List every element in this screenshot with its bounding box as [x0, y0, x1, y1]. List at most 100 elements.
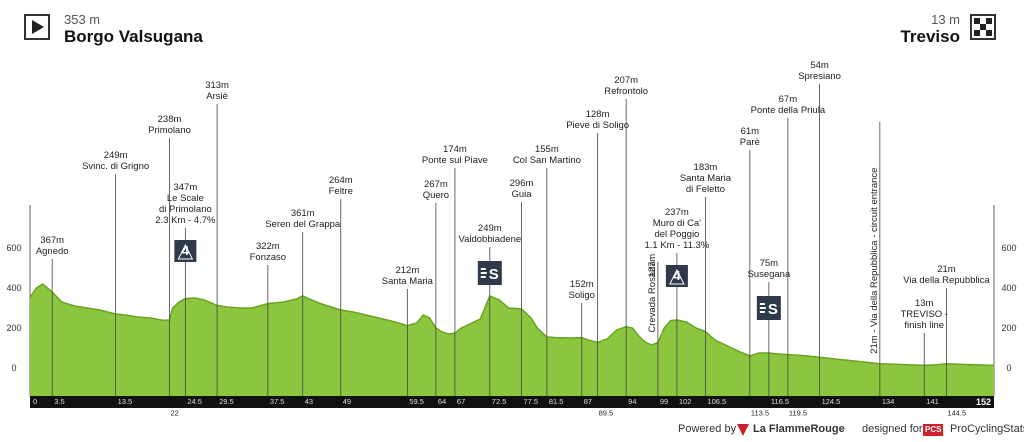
- waypoint-altitude: 13m: [915, 298, 934, 309]
- climb-category-number: 4: [673, 268, 681, 283]
- profile-area: [30, 284, 994, 396]
- km-highlight-box: [945, 408, 972, 417]
- play-icon: [24, 14, 50, 40]
- waypoint-altitude: 67m: [779, 94, 798, 105]
- finish-altitude: 13 m: [931, 12, 960, 27]
- km-highlight-label: 113.5: [751, 409, 769, 418]
- km-marker-label: 59.5: [409, 397, 424, 406]
- km-marker-label: 99: [660, 397, 668, 406]
- waypoint-name: 1.1 Km - 11.3%: [645, 240, 710, 251]
- elevation-profile-chart: 0 0 200 200 400 400 600 600 0 152 3.5 13.5 24.5 29.5 3…: [6, 60, 1016, 418]
- km-highlight-box: [748, 408, 775, 417]
- finish-name: Treviso: [900, 27, 960, 46]
- waypoint-name: Feltre: [329, 186, 353, 197]
- y-tick-label-left: 0: [11, 363, 16, 373]
- waypoint-altitude: 155m: [535, 144, 559, 155]
- waypoint-name: finish line: [904, 320, 944, 331]
- waypoint-name: Muro di Ca': [653, 218, 701, 229]
- waypoint-name: Valdobbiadene: [458, 234, 521, 245]
- waypoint-altitude: 183m: [694, 162, 718, 173]
- mountain-icon: [177, 243, 194, 260]
- km-marker-label: 124.5: [822, 397, 841, 406]
- waypoint-name: Guia: [511, 189, 532, 200]
- pcs-logo-text: PCS: [925, 425, 942, 434]
- waypoint-altitude: 313m: [205, 80, 229, 91]
- km-marker-label: 106.5: [707, 397, 726, 406]
- km-marker-label: 29.5: [219, 397, 234, 406]
- waypoint-altitude: 54m: [810, 60, 829, 71]
- km-highlight-box: [168, 408, 182, 417]
- waypoint-name: Refrontolo: [604, 86, 648, 97]
- waypoint-altitude: 61m: [741, 126, 760, 137]
- waypoint-altitude: 212m: [395, 265, 419, 276]
- waypoint-name: Le Scale: [167, 193, 204, 204]
- flamme-rouge-logo-icon: [736, 423, 750, 442]
- waypoint-name: 2.3 Km - 4.7%: [155, 215, 216, 226]
- procyclingstats-brand: ProCyclingStats: [950, 423, 1024, 435]
- km-marker-label: 81.5: [549, 397, 564, 406]
- waypoint-altitude: 249m: [478, 223, 502, 234]
- waypoint-name: Col San Martino: [513, 155, 581, 166]
- waypoint-name: Via della Repubblica: [903, 275, 990, 286]
- km-highlight-label: 144.5: [947, 409, 966, 418]
- km-marker-label: 77.5: [524, 397, 539, 406]
- km-marker-label: 13.5: [118, 397, 133, 406]
- pcs-logo-icon: PCS: [923, 424, 944, 436]
- waypoint-name: Ponte della Priula: [751, 105, 826, 116]
- waypoint-name: del Poggio: [654, 229, 699, 240]
- waypoint-name: Parè: [740, 137, 760, 148]
- waypoint-name: Spresiano: [798, 71, 841, 82]
- y-tick-label-right: 600: [1001, 243, 1016, 253]
- waypoint-altitude: 127m: [647, 254, 658, 278]
- waypoint-altitude: 207m: [614, 75, 638, 86]
- waypoint-altitude: 128m: [586, 109, 610, 120]
- waypoint-name: di Primolano: [159, 204, 212, 215]
- powered-by-label: Powered by: [678, 423, 737, 435]
- sprint-icon-letter: S: [768, 301, 778, 318]
- waypoint-name: Quero: [423, 190, 449, 201]
- waypoint-altitude: 75m: [760, 258, 779, 269]
- waypoint-name: Seren del Grappa: [265, 219, 341, 230]
- waypoint-name: Santa Maria: [382, 276, 434, 287]
- waypoint-vertical-label: 21m - Via della Repubblica - circuit ent…: [869, 168, 880, 354]
- mountain-icon: [669, 268, 685, 285]
- profile-line: [29, 283, 995, 367]
- waypoint-name: TREVISO -: [900, 309, 948, 320]
- waypoint-altitude: 238m: [158, 114, 182, 125]
- waypoint-altitude: 237m: [665, 207, 689, 218]
- waypoint-name: Primolano: [148, 125, 191, 136]
- km-marker-label: 72.5: [492, 397, 507, 406]
- y-tick-label-left: 200: [6, 323, 21, 333]
- checkered-flag-icon: [970, 14, 996, 40]
- waypoint-name: Santa Maria: [680, 173, 732, 184]
- distance-start-label: 0: [33, 397, 37, 406]
- designed-for-label: designed for: [862, 423, 923, 435]
- waypoint-name: di Feletto: [686, 184, 725, 195]
- km-marker-label: 3.5: [54, 397, 64, 406]
- km-marker-label: 94: [628, 397, 636, 406]
- start-name: Borgo Valsugana: [64, 27, 203, 46]
- sprint-icon-letter: S: [489, 266, 499, 283]
- waypoint-name: Arsiè: [206, 91, 228, 102]
- km-marker-label: 87: [584, 397, 592, 406]
- km-marker-label: 43: [305, 397, 313, 406]
- km-highlight-label: 22: [171, 409, 179, 418]
- waypoint-altitude: 152m: [570, 279, 594, 290]
- km-marker-label: 141: [926, 397, 939, 406]
- waypoint-altitude: 174m: [443, 144, 467, 155]
- distance-bar: [30, 396, 994, 408]
- waypoint-altitude: 21m: [937, 264, 956, 275]
- y-tick-label-right: 0: [1006, 363, 1011, 373]
- waypoint-name: Ponte sul Piave: [422, 155, 488, 166]
- start-altitude: 353 m: [64, 12, 101, 27]
- waypoint-altitude: 249m: [104, 150, 128, 161]
- waypoint-altitude: 267m: [424, 179, 448, 190]
- km-marker-label: 102: [679, 397, 692, 406]
- flamme-rouge-brand: La FlammeRouge: [753, 423, 845, 435]
- km-marker-label: 134: [882, 397, 895, 406]
- waypoint-altitude: 264m: [329, 175, 353, 186]
- y-tick-label-left: 400: [6, 283, 21, 293]
- km-marker-label: 49: [343, 397, 351, 406]
- km-marker-label: 67: [457, 397, 465, 406]
- km-marker-label: 24.5: [187, 397, 202, 406]
